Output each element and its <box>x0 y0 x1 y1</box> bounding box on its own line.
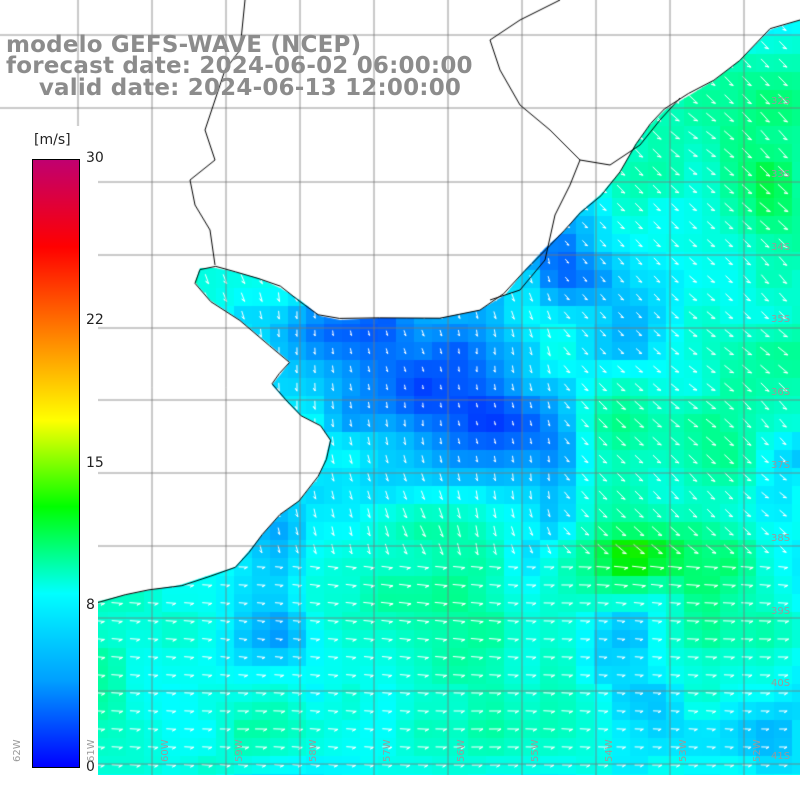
colorbar-tick-label: 22 <box>86 312 104 329</box>
longitude-label: 59W <box>234 739 245 762</box>
longitude-label: 58W <box>308 739 319 762</box>
title-model: modelo GEFS-WAVE (NCEP) <box>6 32 362 58</box>
title-forecast-date: forecast date: 2024-06-02 06:00:00 <box>6 53 473 79</box>
longitude-label: 62W <box>12 739 23 762</box>
longitude-label: 61W <box>86 739 97 762</box>
longitude-label: 53W <box>678 739 689 762</box>
latitude-label: 40S <box>771 678 791 690</box>
longitude-label: 52W <box>752 739 763 762</box>
latitude-label: 34S <box>771 241 791 253</box>
colorbar-tick-label: 8 <box>86 596 95 613</box>
longitude-label: 54W <box>604 739 615 762</box>
latitude-label: 33S <box>771 168 791 180</box>
colorbar-unit: [m/s] <box>34 132 71 148</box>
bottom-margin <box>0 775 800 800</box>
longitude-label: 60W <box>160 739 171 762</box>
longitude-label: 57W <box>382 739 393 762</box>
colorbar-tick-label: 30 <box>86 150 104 166</box>
latitude-label: 32S <box>771 96 791 107</box>
colorbar-tick-label: 0 <box>86 759 95 775</box>
latitude-label: 36S <box>771 387 791 399</box>
title-valid-date: valid date: 2024-06-13 12:00:00 <box>6 75 462 101</box>
latitude-label: 38S <box>771 532 791 544</box>
wind-speed-map <box>0 0 800 775</box>
latitude-label: 37S <box>771 460 791 471</box>
colorbar-tick-label: 15 <box>86 454 104 471</box>
latitude-label: 35S <box>771 314 791 326</box>
colorbar <box>32 159 80 768</box>
longitude-label: 55W <box>530 739 541 762</box>
latitude-label: 39S <box>771 605 791 617</box>
longitude-label: 56W <box>456 739 467 762</box>
latitude-label: 41S <box>771 751 791 763</box>
